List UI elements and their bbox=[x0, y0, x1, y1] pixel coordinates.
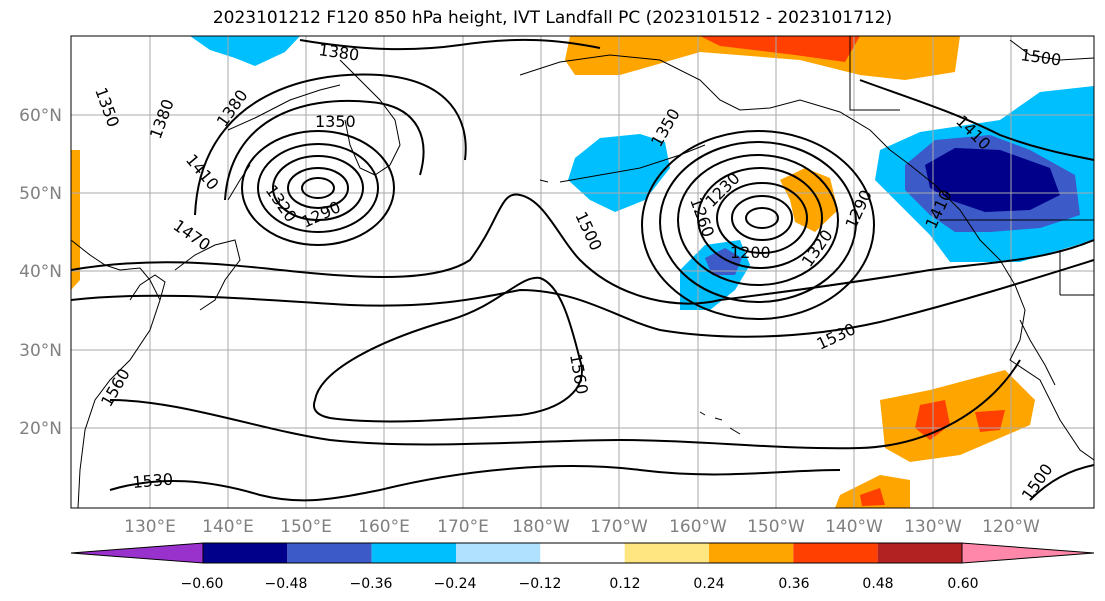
colorbar-tick-label: −0.36 bbox=[350, 576, 393, 592]
coastline-north-america-west bbox=[889, 149, 1094, 461]
colorbar bbox=[70, 542, 1095, 564]
contour-label: 1530 bbox=[132, 470, 174, 492]
ivt-positive-south-edge-core bbox=[860, 488, 885, 506]
colorbar-tick-label: 0.24 bbox=[693, 576, 724, 592]
colorbar-segment bbox=[456, 543, 541, 563]
low-contour-west-1 bbox=[301, 177, 335, 199]
contour-1530-south bbox=[109, 465, 841, 502]
coastline-kamchatka bbox=[339, 59, 401, 176]
colorbar-tick-labels: −0.60 −0.48 −0.36 −0.24 −0.12 0.12 0.24 … bbox=[181, 576, 979, 592]
lon-tick-label: 160°W bbox=[669, 517, 727, 537]
colorbar-tick-label: −0.24 bbox=[434, 576, 477, 592]
contour-1380-west bbox=[194, 73, 467, 216]
lon-tick-label: 130°E bbox=[124, 517, 176, 537]
colorbar-segment bbox=[709, 543, 794, 563]
ivt-positive-west-edge bbox=[71, 150, 80, 290]
colorbar-segment bbox=[203, 543, 288, 563]
low-contour-east-7 bbox=[641, 130, 875, 320]
height-contours bbox=[71, 38, 1094, 502]
ivt-strongest-negative-core bbox=[925, 148, 1060, 212]
colorbar-tick-label: −0.60 bbox=[181, 576, 224, 592]
low-contour-west-3 bbox=[272, 155, 364, 221]
low-contour-east-3 bbox=[716, 182, 808, 254]
lat-tick-label: 40°N bbox=[19, 262, 62, 282]
contour-label: 1200 bbox=[730, 243, 771, 262]
lat-tick-label: 30°N bbox=[19, 341, 62, 361]
colorbar-extend-high bbox=[961, 542, 1095, 564]
ivt-negative-small-core bbox=[705, 248, 742, 275]
ivt-positive-arctic bbox=[565, 36, 960, 80]
lon-tick-label: 180°W bbox=[512, 517, 570, 537]
coastline-hawaii bbox=[699, 411, 741, 435]
colorbar-tick-label: 0.48 bbox=[862, 576, 893, 592]
map-panel: 1350 1380 1380 1380 1350 1410 1320 1290 … bbox=[71, 36, 1094, 508]
low-contour-east-1 bbox=[745, 207, 779, 229]
colorbar-segment bbox=[371, 543, 456, 563]
colorbar-frame bbox=[202, 542, 963, 564]
low-contour-west-5 bbox=[241, 130, 395, 246]
ivt-negative-north-pacific bbox=[190, 36, 300, 66]
map-title: 2023101212 F120 850 hPa height, IVT Land… bbox=[212, 8, 893, 28]
colorbar-tick-label: 0.12 bbox=[609, 576, 640, 592]
colorbar-segment bbox=[540, 543, 625, 563]
coastline-alaska bbox=[519, 54, 891, 151]
lon-tick-label: 140°W bbox=[825, 517, 883, 537]
low-contour-east-5 bbox=[677, 154, 839, 286]
lon-tick-label: 140°E bbox=[202, 517, 254, 537]
contour-1410-east bbox=[859, 79, 1094, 161]
colorbar-segment bbox=[793, 543, 878, 563]
coastline-aleutians bbox=[539, 144, 706, 183]
lat-tick-label: 60°N bbox=[19, 106, 62, 126]
contour-1350-west bbox=[224, 99, 425, 201]
low-contour-west-4 bbox=[257, 143, 379, 233]
lon-tick-label: 130°W bbox=[904, 517, 962, 537]
colorbar-segment bbox=[624, 543, 709, 563]
lat-tick-label: 50°N bbox=[19, 184, 62, 204]
coastline-arctic bbox=[849, 36, 1094, 111]
lon-tick-label: 170°W bbox=[590, 517, 648, 537]
map-border bbox=[70, 35, 1095, 509]
low-contour-east-4 bbox=[697, 167, 823, 269]
colorbar-segment bbox=[287, 543, 372, 563]
borders-north-america bbox=[940, 219, 1094, 296]
contour-1530-mid bbox=[71, 259, 1094, 338]
colorbar-tick-label: −0.12 bbox=[519, 576, 562, 592]
low-contour-east-6 bbox=[659, 141, 857, 303]
colorbar-segment bbox=[877, 543, 962, 563]
colorbar-tick-label: 0.60 bbox=[947, 576, 978, 592]
colorbar-tick-label: 0.36 bbox=[778, 576, 809, 592]
coastline-baja bbox=[1019, 319, 1056, 386]
lon-tick-label: 160°E bbox=[358, 517, 410, 537]
lon-tick-label: 170°E bbox=[437, 517, 489, 537]
low-contour-west-2 bbox=[287, 167, 349, 209]
contour-1500-west bbox=[71, 193, 1094, 305]
contour-1500-south bbox=[1029, 464, 1094, 501]
longitude-tick-labels: 130°E 140°E 150°E 160°E 170°E 180°W 170°… bbox=[124, 517, 1040, 537]
low-contour-east-2 bbox=[731, 195, 793, 241]
coastlines bbox=[71, 36, 1094, 508]
lon-tick-label: 150°W bbox=[747, 517, 805, 537]
lat-tick-label: 20°N bbox=[19, 419, 62, 439]
latitude-tick-labels: 60°N 50°N 40°N 30°N 20°N bbox=[19, 106, 62, 439]
colorbar-tick-label: −0.48 bbox=[265, 576, 308, 592]
contour-1380-north bbox=[299, 38, 601, 51]
contour-1560-south bbox=[109, 359, 1021, 450]
contour-label: 1350 bbox=[315, 112, 356, 131]
colorbar-extend-low bbox=[70, 542, 204, 564]
lon-tick-label: 120°W bbox=[982, 517, 1040, 537]
ivt-positive-subtropical-east-core-2 bbox=[975, 410, 1005, 432]
lon-tick-label: 150°E bbox=[280, 517, 332, 537]
graticule bbox=[71, 36, 1094, 508]
ivt-positive-arctic-core bbox=[700, 36, 860, 62]
contour-1560-closed bbox=[312, 276, 583, 423]
